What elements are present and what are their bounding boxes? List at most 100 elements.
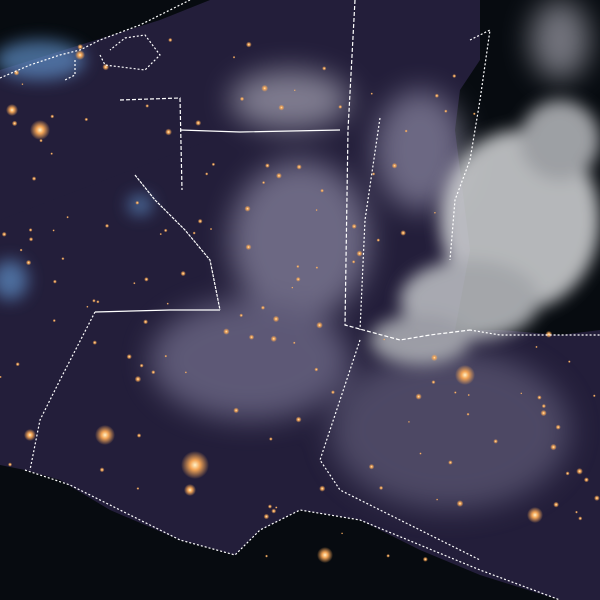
city-light <box>466 412 470 416</box>
city-light <box>239 313 244 318</box>
city-light <box>165 128 172 136</box>
city-light <box>159 232 162 236</box>
city-light <box>351 260 356 264</box>
city-light <box>232 55 236 59</box>
city-light <box>102 63 110 71</box>
city-light <box>92 298 96 303</box>
cold-cloud-tops <box>0 40 152 300</box>
city-light <box>13 69 20 76</box>
city-light <box>239 96 245 102</box>
city-light <box>99 467 105 473</box>
city-light <box>31 176 37 181</box>
city-light <box>25 259 32 266</box>
city-light <box>15 362 20 367</box>
city-light <box>316 321 323 329</box>
city-light <box>341 532 344 535</box>
city-light <box>192 231 196 235</box>
city-light <box>430 354 438 362</box>
city-light <box>28 237 34 242</box>
city-light <box>319 485 326 492</box>
city-light <box>52 319 56 323</box>
city-light <box>419 452 422 455</box>
city-light <box>422 556 428 562</box>
city-light <box>181 451 209 479</box>
city-light <box>527 507 543 523</box>
city-light <box>86 305 89 308</box>
city-light <box>540 409 547 417</box>
city-light <box>136 487 140 490</box>
city-light <box>315 266 319 269</box>
city-light <box>453 391 457 394</box>
city-light <box>275 506 278 509</box>
city-light <box>555 424 561 430</box>
city-light <box>261 181 266 185</box>
city-light <box>261 84 269 92</box>
city-light <box>444 109 448 113</box>
city-light <box>296 264 300 269</box>
city-light <box>66 215 69 219</box>
city-light <box>545 330 553 338</box>
city-light <box>205 172 209 176</box>
city-light <box>383 338 386 341</box>
city-light <box>21 83 24 86</box>
city-light <box>84 117 89 122</box>
city-light <box>317 547 333 563</box>
city-light <box>134 375 142 383</box>
city-light <box>135 200 140 205</box>
city-light <box>50 114 55 119</box>
city-light <box>553 501 559 508</box>
city-light <box>493 438 498 444</box>
city-light <box>378 485 384 491</box>
city-light <box>578 516 583 521</box>
city-light <box>168 37 173 43</box>
city-light <box>592 394 596 398</box>
city-light <box>371 172 376 176</box>
city-light <box>96 300 100 304</box>
city-light <box>407 420 410 423</box>
city-light <box>92 340 98 345</box>
city-light <box>77 44 84 50</box>
city-light <box>211 162 216 167</box>
city-light <box>467 393 470 397</box>
city-light <box>95 425 115 445</box>
city-light <box>315 208 318 212</box>
city-light <box>50 152 54 156</box>
city-light <box>52 229 55 232</box>
city-light <box>19 248 23 252</box>
city-light <box>271 508 277 514</box>
city-light <box>295 276 301 282</box>
city-light <box>233 407 239 414</box>
city-light <box>456 500 464 507</box>
city-light <box>248 334 255 340</box>
city-light <box>431 380 436 385</box>
city-light <box>133 281 136 285</box>
city-light <box>436 498 439 501</box>
city-light <box>268 437 273 441</box>
city-light <box>139 363 144 368</box>
city-light <box>75 50 85 60</box>
city-light <box>11 120 18 127</box>
city-light <box>370 92 373 95</box>
city-light <box>24 429 36 441</box>
city-light <box>197 218 203 224</box>
city-light <box>535 345 538 349</box>
city-light <box>265 163 270 168</box>
city-light <box>144 277 149 282</box>
city-light <box>209 227 213 231</box>
city-light <box>0 375 2 379</box>
city-light <box>180 270 186 277</box>
city-light <box>291 286 294 289</box>
city-light <box>195 120 202 126</box>
city-light <box>145 104 150 108</box>
city-light <box>244 205 251 212</box>
city-light <box>565 471 570 476</box>
city-light <box>583 477 589 483</box>
city-light <box>260 305 266 310</box>
city-light <box>434 93 439 98</box>
city-light <box>275 172 282 179</box>
city-light <box>52 279 57 284</box>
city-light <box>245 41 252 48</box>
city-light <box>184 484 196 496</box>
city-light <box>184 371 188 374</box>
